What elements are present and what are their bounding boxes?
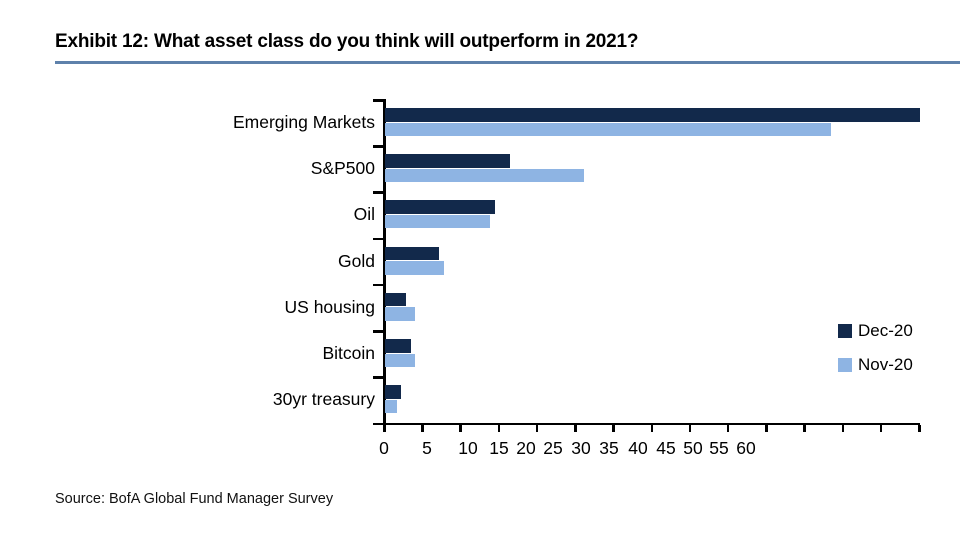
x-axis-tick-label: 15 [489, 438, 509, 458]
category-label: S&P500 [310, 158, 375, 179]
y-axis-tick [373, 330, 384, 333]
x-axis-tick [612, 425, 615, 432]
x-axis-tick-label: 50 [683, 438, 703, 458]
y-axis-line [383, 99, 386, 425]
bar-dec-20-oil [385, 200, 496, 214]
x-axis-tick [383, 425, 386, 432]
x-axis-tick [918, 425, 921, 432]
x-axis-tick-label: 60 [736, 438, 756, 458]
x-axis-tick [574, 425, 577, 432]
x-axis-tick-label: 20 [516, 438, 536, 458]
bar-nov-20-bitcoin [385, 353, 415, 368]
legend-swatch-nov-20 [838, 358, 852, 372]
y-axis-tick [373, 422, 384, 425]
bar-nov-20-oil [385, 214, 490, 229]
legend-entry-nov-20: Nov-20 [838, 356, 913, 374]
page-title: Exhibit 12: What asset class do you thin… [55, 31, 639, 52]
x-axis-tick-label: 40 [628, 438, 648, 458]
x-axis-tick-label: 35 [599, 438, 619, 458]
x-axis-tick-label: 45 [656, 438, 676, 458]
x-axis-tick [765, 425, 768, 432]
y-axis-tick [373, 283, 384, 287]
bar-nov-20-emerging-markets [385, 122, 831, 136]
title-underline-rule [55, 61, 960, 64]
y-axis-tick [373, 376, 384, 379]
bar-dec-20-s-p500 [385, 154, 510, 168]
y-axis-tick [373, 99, 384, 102]
bar-dec-20-us-housing [385, 292, 406, 307]
x-axis-tick [497, 425, 501, 432]
bar-dec-20-bitcoin [385, 339, 411, 353]
x-axis-tick [879, 425, 883, 432]
x-axis-tick [421, 425, 424, 432]
category-label: Emerging Markets [233, 112, 375, 132]
bar-nov-20-us-housing [385, 307, 415, 321]
x-axis-tick [726, 425, 730, 432]
bar-dec-20-30yr-treasury [385, 385, 402, 399]
y-axis-tick [373, 191, 384, 194]
category-label: Bitcoin [322, 343, 375, 364]
plot-area [385, 100, 925, 423]
x-axis-tick-label: 0 [379, 438, 389, 458]
y-axis-tick [373, 145, 384, 148]
x-axis-tick [535, 425, 539, 432]
x-axis-tick-label: 5 [422, 438, 432, 458]
x-axis-tick-label: 25 [543, 438, 563, 458]
x-axis-tick [803, 425, 806, 432]
bar-dec-20-gold [385, 246, 439, 261]
legend-swatch-dec-20 [838, 324, 852, 338]
category-label: Oil [353, 204, 375, 225]
legend-label-nov-20: Nov-20 [858, 355, 913, 374]
category-label: Gold [338, 250, 375, 271]
bar-nov-20-gold [385, 261, 444, 275]
category-label: US housing [284, 296, 375, 317]
x-axis-line [383, 422, 920, 425]
x-axis-tick [688, 425, 692, 432]
legend-label-dec-20: Dec-20 [858, 321, 913, 340]
y-axis-tick [373, 237, 384, 241]
legend: Dec-20 Nov-20 [838, 322, 913, 374]
bar-nov-20-s-p500 [385, 168, 584, 183]
x-axis-tick-label: 55 [709, 438, 729, 458]
legend-entry-dec-20: Dec-20 [838, 322, 913, 340]
bar-nov-20-30yr-treasury [385, 399, 398, 414]
x-axis-tick [650, 425, 653, 432]
bar-dec-20-emerging-markets [385, 108, 920, 122]
x-axis-tick-label: 10 [458, 438, 478, 458]
x-axis-tick [459, 425, 462, 432]
category-axis-labels: Emerging Markets S&P500 Oil Gold US housing B… [60, 100, 375, 423]
x-axis-tick [841, 425, 845, 432]
x-axis-tick-label: 30 [571, 438, 591, 458]
category-label: 30yr treasury [272, 389, 375, 410]
source-note: Source: BofA Global Fund Manager Survey [55, 491, 334, 507]
